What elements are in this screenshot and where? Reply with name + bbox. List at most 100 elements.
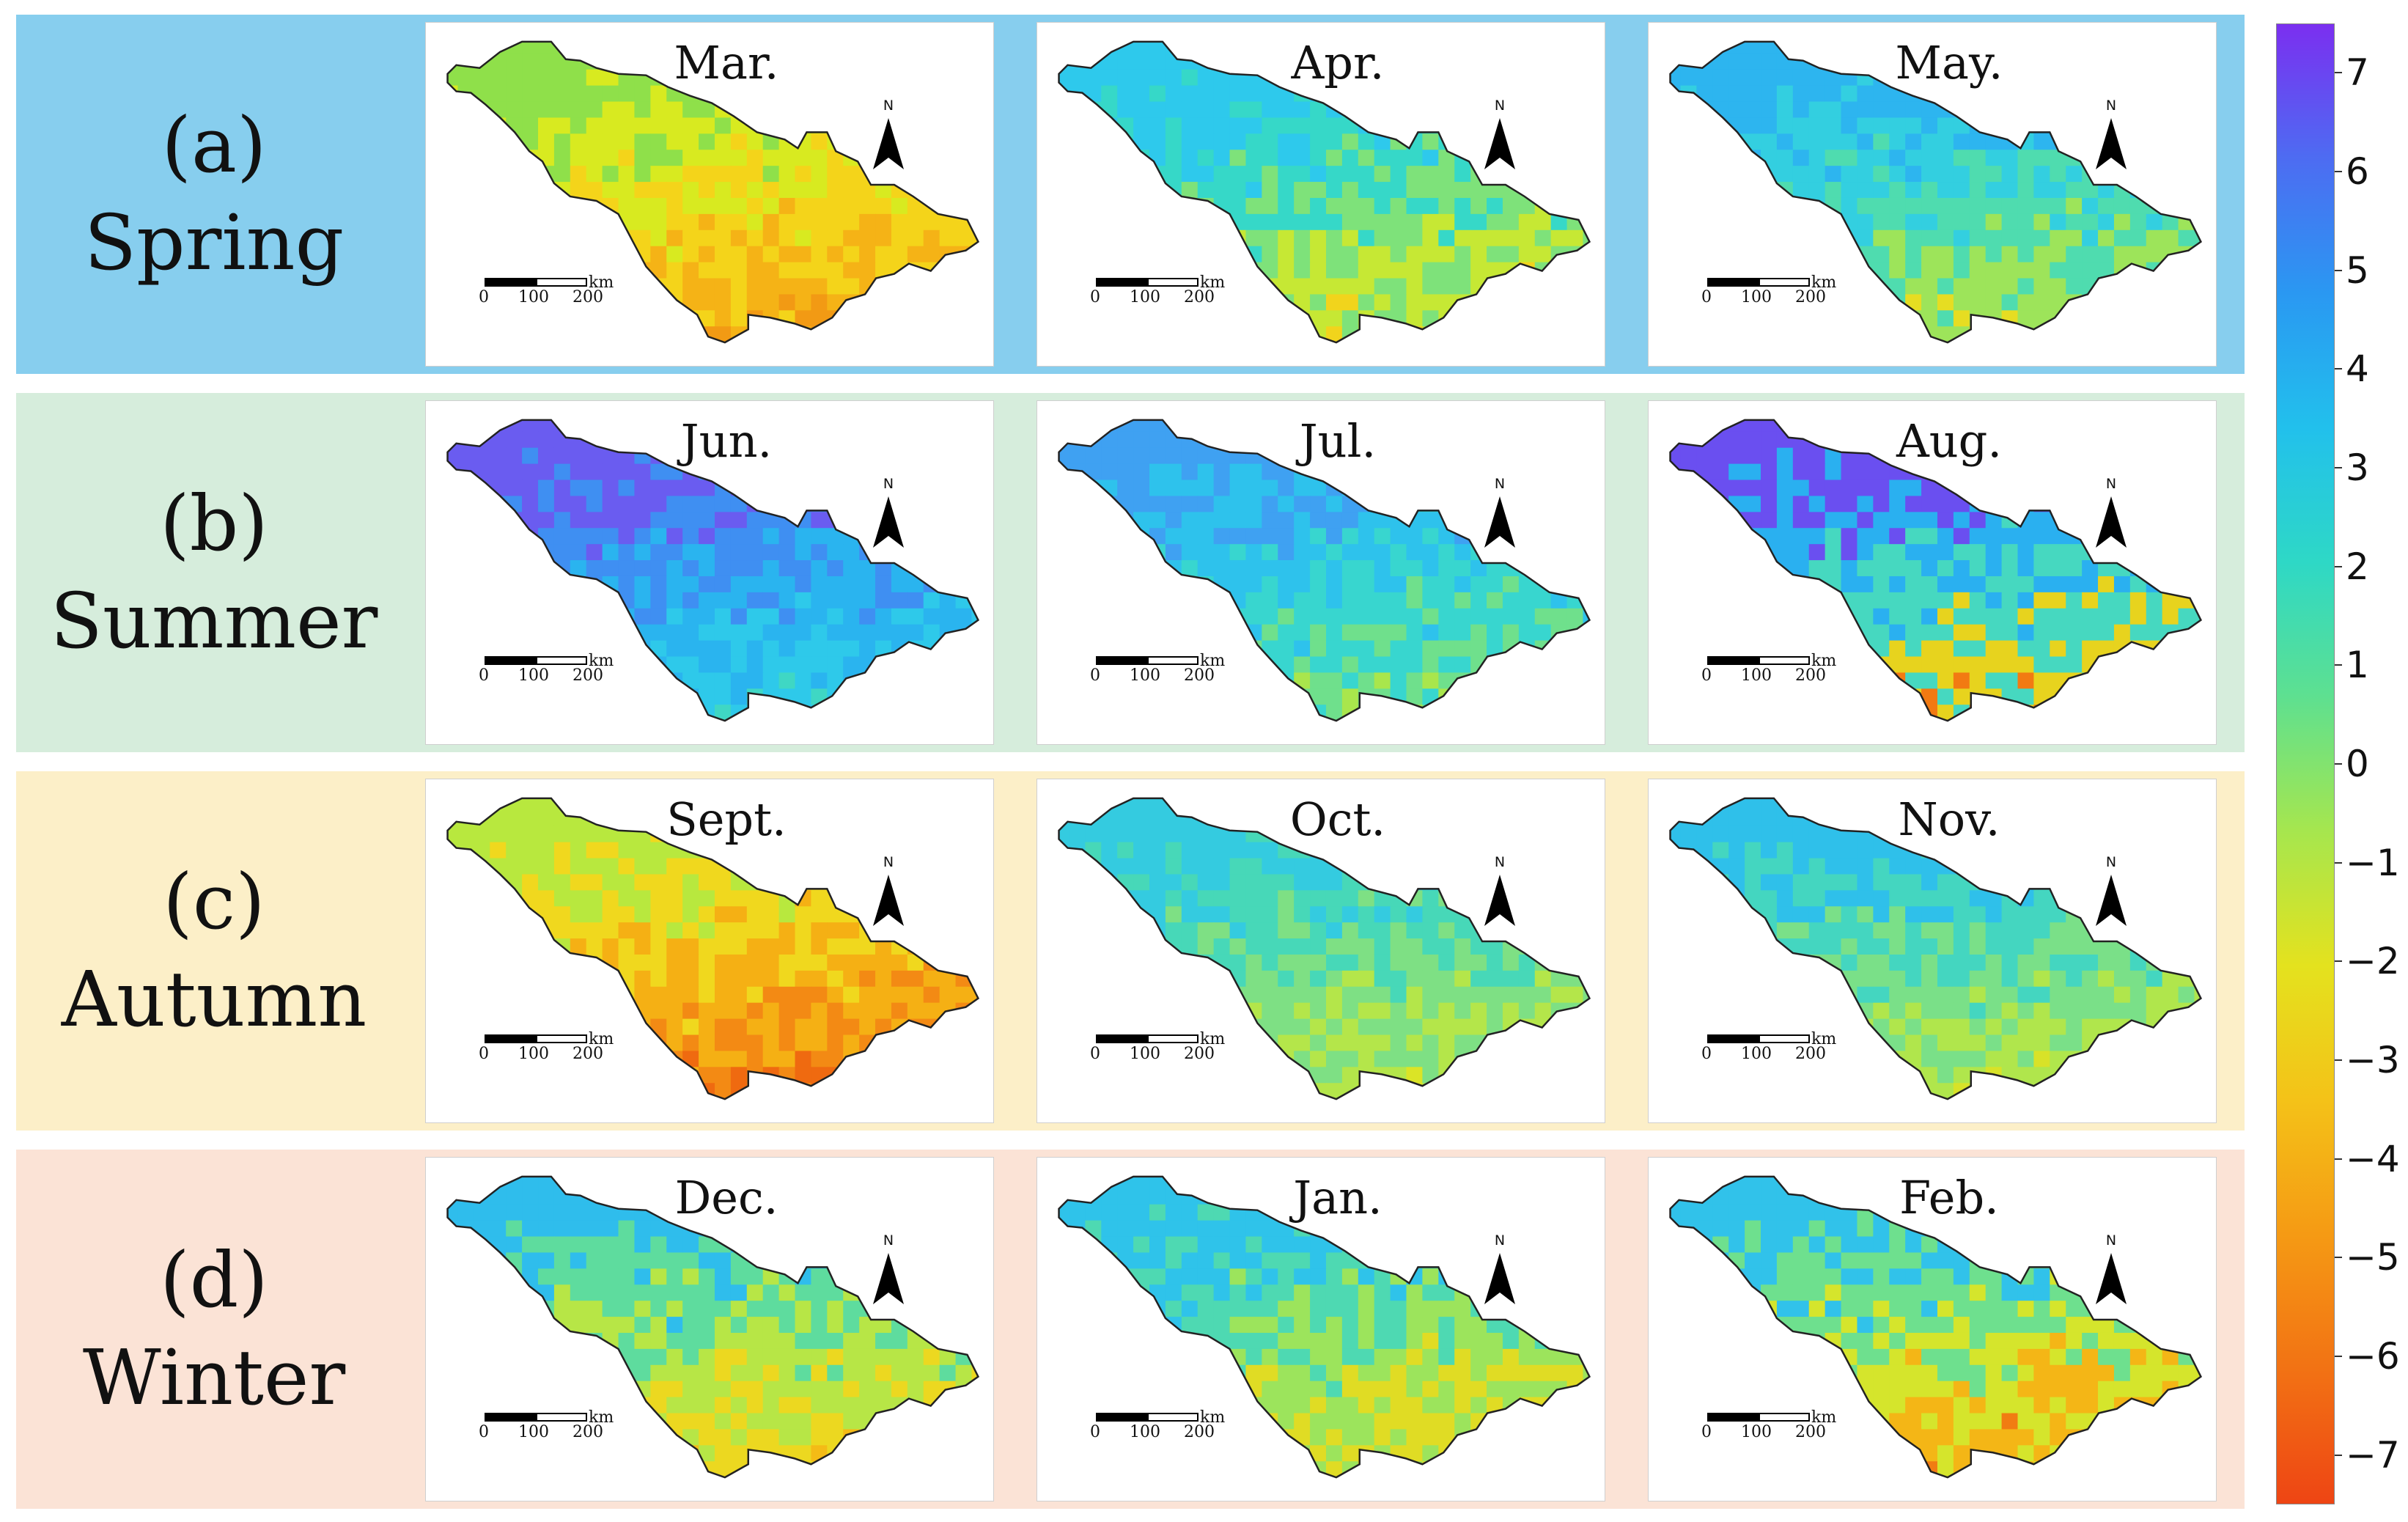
- scale-unit-label: km: [1811, 1408, 1837, 1427]
- scale-tick-label: 100: [1130, 666, 1160, 685]
- scale-segment-white: [536, 1413, 587, 1422]
- month-title: Sept.: [666, 793, 787, 846]
- season-label: (d) Winter: [16, 1150, 412, 1509]
- north-label: N: [883, 98, 894, 114]
- month-title: Feb.: [1899, 1171, 1999, 1224]
- colorbar-tick-label: 5: [2346, 249, 2369, 292]
- colorbar-tickmark: [2335, 72, 2342, 74]
- scale-segment-black: [1707, 1034, 1759, 1043]
- scale-tick-label: 100: [1130, 1045, 1160, 1063]
- season-letter: (d): [160, 1235, 268, 1325]
- map-panel-jul: Jul. N 0 100 200 km: [1037, 400, 1605, 745]
- north-arrow-icon: N: [870, 854, 907, 942]
- scale-unit-label: km: [1200, 652, 1226, 670]
- map-panel-aug: Aug. N 0 100 200 km: [1648, 400, 2217, 745]
- scale-bar: 0 100 200 km: [1700, 1030, 1846, 1078]
- scale-tick-label: 200: [1184, 1045, 1215, 1063]
- scale-bar: 0 100 200 km: [477, 1030, 624, 1078]
- north-label: N: [1494, 854, 1506, 870]
- scale-segment-white: [536, 656, 587, 665]
- scale-unit-label: km: [1811, 1030, 1837, 1048]
- north-arrow-icon: N: [2093, 476, 2129, 564]
- scale-tick-label: 0: [1701, 1045, 1712, 1063]
- region-boundary: [446, 419, 980, 722]
- north-label: N: [2105, 1232, 2117, 1249]
- north-label: N: [1494, 98, 1506, 114]
- scale-tick-label: 100: [1130, 1423, 1160, 1441]
- month-title: Jul.: [1299, 414, 1377, 468]
- region-boundary: [1669, 40, 2203, 344]
- colorbar-tick-label: 0: [2346, 743, 2369, 785]
- colorbar-tickmark: [2335, 1454, 2342, 1456]
- map-panel-jan: Jan. N 0 100 200 km: [1037, 1157, 1605, 1501]
- scale-segment-white: [1147, 278, 1199, 287]
- map-panel-may: May. N 0 100 200 km: [1648, 22, 2217, 367]
- scale-bar: 0 100 200 km: [1700, 652, 1846, 700]
- scale-segment-black: [485, 278, 536, 287]
- season-letter: (a): [161, 100, 267, 190]
- region-boundary: [446, 40, 980, 344]
- region-boundary: [446, 797, 980, 1100]
- map-panel-apr: Apr. N 0 100 200 km: [1037, 22, 1605, 367]
- colorbar-tickmark: [2335, 1059, 2342, 1061]
- region-boundary: [1058, 40, 1591, 344]
- map-panel-jun: Jun. N 0 100 200 km: [425, 400, 994, 745]
- region-map: [1058, 1175, 1591, 1479]
- map-panel-feb: Feb. N 0 100 200 km: [1648, 1157, 2217, 1501]
- scale-segment-white: [536, 278, 587, 287]
- scale-tick-label: 200: [572, 1423, 603, 1441]
- scale-tick-label: 200: [1795, 1423, 1826, 1441]
- colorbar-tickmark: [2335, 1158, 2342, 1160]
- north-label: N: [2105, 98, 2117, 114]
- north-label: N: [2105, 476, 2117, 492]
- scale-tick-label: 0: [1701, 666, 1712, 685]
- colorbar-tick-label: −7: [2346, 1433, 2400, 1477]
- colorbar-tickmark: [2335, 1356, 2342, 1357]
- colorbar-tickmark: [2335, 960, 2342, 963]
- season-label: (c) Autumn: [16, 771, 412, 1131]
- scale-bar: 0 100 200 km: [477, 1408, 624, 1457]
- scale-bar: 0 100 200 km: [477, 652, 624, 700]
- north-arrow-icon: N: [2093, 98, 2129, 185]
- scale-segment-white: [1147, 1034, 1199, 1043]
- scale-unit-label: km: [589, 273, 614, 292]
- season-band-autumn: (c) Autumn Sept. N 0 100 200 km Oct. N 0 100 200 km No…: [16, 771, 2245, 1131]
- region-boundary: [1058, 419, 1591, 722]
- month-title: Apr.: [1291, 36, 1385, 89]
- month-title: May.: [1895, 36, 2003, 89]
- scale-tick-label: 200: [1795, 1045, 1826, 1063]
- north-label: N: [1494, 476, 1506, 492]
- month-title: Aug.: [1896, 414, 2003, 468]
- scale-tick-label: 100: [518, 1045, 549, 1063]
- scale-bar: 0 100 200 km: [477, 273, 624, 322]
- colorbar-tickmark: [2335, 565, 2342, 567]
- scale-tick-label: 100: [518, 288, 549, 306]
- scale-unit-label: km: [1811, 652, 1837, 670]
- colorbar-tick-label: −3: [2346, 1039, 2400, 1081]
- region-boundary: [1058, 1175, 1591, 1479]
- season-letter: (b): [160, 478, 268, 568]
- north-arrow-icon: N: [870, 98, 907, 185]
- region-map: [1669, 419, 2203, 722]
- month-title: Jan.: [1293, 1171, 1382, 1224]
- colorbar-tick-label: 1: [2346, 644, 2369, 687]
- colorbar-tick-label: 7: [2346, 51, 2369, 95]
- scale-segment-black: [1096, 278, 1147, 287]
- scale-tick-label: 0: [479, 1423, 489, 1441]
- season-name: Winter: [82, 1333, 346, 1422]
- season-label: (a) Spring: [16, 15, 412, 374]
- scale-unit-label: km: [1200, 273, 1226, 292]
- north-arrow-icon: N: [870, 476, 907, 564]
- north-arrow-icon: N: [1481, 1232, 1518, 1320]
- region-boundary: [1669, 797, 2203, 1100]
- scale-tick-label: 200: [572, 1045, 603, 1063]
- scale-unit-label: km: [1811, 273, 1837, 292]
- scale-tick-label: 0: [479, 288, 489, 306]
- scale-segment-black: [1707, 656, 1759, 665]
- region-map: [446, 1175, 980, 1479]
- colorbar-tickmark: [2335, 763, 2342, 765]
- north-label: N: [883, 476, 894, 492]
- colorbar-tickmark: [2335, 467, 2342, 468]
- scale-segment-black: [1096, 1413, 1147, 1422]
- north-label: N: [883, 854, 894, 870]
